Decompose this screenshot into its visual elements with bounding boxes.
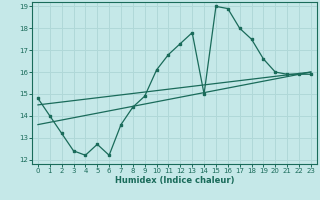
X-axis label: Humidex (Indice chaleur): Humidex (Indice chaleur) bbox=[115, 176, 234, 185]
